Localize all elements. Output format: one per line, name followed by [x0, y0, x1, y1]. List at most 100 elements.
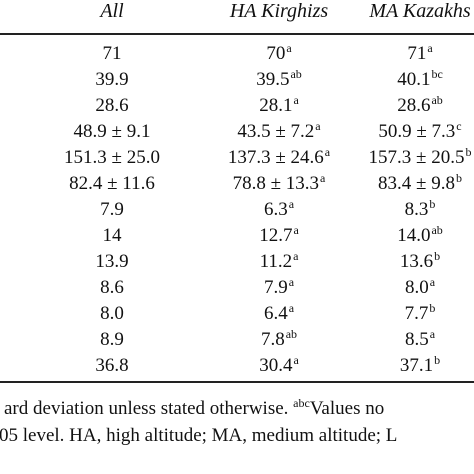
table-row: 39.9 39.5ab 40.1bc — [0, 67, 474, 93]
cell-superscript: ab — [285, 327, 298, 341]
cell-value: 37.1 — [399, 355, 434, 376]
cell-superscript: b — [429, 197, 436, 211]
cell-all: 71 — [27, 41, 197, 67]
cell-ma-kazakhs: 37.1b — [335, 353, 474, 380]
footnote-superscript: abc — [293, 397, 310, 410]
cell-all: 7.9 — [27, 197, 197, 223]
cell-superscript: a — [429, 327, 436, 341]
cell-value: 137.3 ± 24.6 — [227, 147, 324, 168]
cell-all: 36.8 — [27, 353, 197, 379]
cell-all: 39.9 — [27, 67, 197, 93]
column-header-ha-kirghizs: HA Kirghizs — [229, 0, 329, 22]
cell-ha-kirghizs: 28.1a — [194, 93, 364, 120]
cell-superscript: a — [288, 275, 295, 289]
cell-value: 71 — [407, 43, 427, 64]
cell-value: 157.3 ± 20.5 — [368, 147, 465, 168]
cell-ha-kirghizs: 7.8ab — [194, 327, 364, 354]
cell-value: 7.9 — [100, 199, 124, 220]
cell-value: 28.6 — [95, 95, 129, 116]
footnote-line-1: ard deviation unless stated otherwise. a… — [4, 397, 474, 422]
cell-value: 14.0 — [397, 225, 431, 246]
table-row: 8.6 7.9a 8.0a — [0, 275, 474, 301]
table-bottom-rule — [0, 381, 474, 383]
cell-ha-kirghizs: 6.4a — [194, 301, 364, 328]
cell-superscript: c — [456, 119, 462, 133]
cell-value: 28.6 — [397, 95, 431, 116]
cell-value: 8.0 — [100, 303, 124, 324]
cell-value: 6.4 — [263, 303, 288, 324]
footnote-line-1-suffix: Values no — [309, 398, 385, 419]
table-row: 8.0 6.4a 7.7b — [0, 301, 474, 327]
cell-superscript: a — [293, 353, 299, 367]
cell-superscript: b — [434, 249, 441, 263]
cell-value: 8.6 — [100, 277, 124, 298]
cell-value: 83.4 ± 9.8 — [378, 173, 455, 194]
table-row: 48.9 ± 9.1 43.5 ± 7.2a 50.9 ± 7.3c — [0, 119, 474, 145]
table-row: 14 12.7a 14.0ab — [0, 223, 474, 249]
cell-ma-kazakhs: 40.1bc — [335, 67, 474, 94]
cell-ha-kirghizs: 70a — [194, 41, 364, 68]
cell-ha-kirghizs: 43.5 ± 7.2a — [194, 119, 364, 146]
table-row: 71 70a 71 a — [0, 41, 474, 67]
cell-all: 82.4 ± 11.6 — [27, 171, 197, 197]
cell-value: 36.8 — [95, 355, 129, 376]
cell-value: 13.9 — [95, 251, 129, 272]
cell-superscript: a — [315, 119, 321, 133]
cell-value: 71 — [102, 43, 122, 64]
table-row: 13.9 11.2a 13.6b — [0, 249, 474, 275]
cell-value: 39.9 — [95, 69, 129, 90]
cell-superscript: a — [293, 249, 299, 263]
cell-ma-kazakhs: 8.3b — [335, 197, 474, 224]
cell-ha-kirghizs: 11.2a — [194, 249, 364, 276]
cell-ha-kirghizs: 30.4a — [194, 353, 364, 380]
cell-all: 8.9 — [27, 327, 197, 353]
table-row: 36.8 30.4a 37.1b — [0, 353, 474, 379]
cell-all: 13.9 — [27, 249, 197, 275]
cell-superscript: ab — [431, 93, 443, 107]
cell-superscript: a — [286, 41, 292, 55]
cell-value: 7.7 — [404, 303, 429, 324]
cell-superscript: a — [288, 301, 295, 315]
table-header: All HA Kirghizs MA Kazakhs — [0, 0, 474, 36]
footnote-line-2: 05 level. HA, high altitude; MA, medium … — [0, 425, 398, 446]
cell-ma-kazakhs: 28.6ab — [335, 93, 474, 120]
cell-value: 8.0 — [404, 277, 429, 298]
cell-value: 151.3 ± 25.0 — [64, 147, 160, 168]
cell-all: 8.0 — [27, 301, 197, 327]
table-row: 82.4 ± 11.6 78.8 ± 13.3a 83.4 ± 9.8b — [0, 171, 474, 197]
cell-ma-kazakhs: 14.0ab — [335, 223, 474, 250]
cell-ha-kirghizs: 7.9a — [194, 275, 364, 302]
cell-ha-kirghizs: 12.7a — [194, 223, 364, 250]
cell-value: 8.5 — [404, 329, 429, 350]
cell-superscript: ab — [431, 223, 443, 237]
cell-superscript: bc — [431, 67, 443, 81]
cell-value: 78.8 ± 13.3 — [232, 173, 320, 194]
cell-superscript: b — [429, 301, 436, 315]
cell-value: 14 — [102, 225, 122, 246]
cell-value: 7.8 — [260, 329, 285, 350]
cell-ma-kazakhs: 7.7b — [335, 301, 474, 328]
cell-superscript: a — [320, 171, 326, 185]
cell-superscript: b — [455, 171, 462, 185]
table-row: 151.3 ± 25.0 137.3 ± 24.6a 157.3 ± 20.5b — [0, 145, 474, 171]
cell-superscript: a — [288, 197, 295, 211]
cell-ma-kazakhs: 13.6b — [335, 249, 474, 276]
cell-superscript: a — [324, 145, 331, 159]
cell-all: 8.6 — [27, 275, 197, 301]
cell-superscript: a — [429, 275, 436, 289]
cell-value: 6.3 — [263, 199, 288, 220]
cell-all: 48.9 ± 9.1 — [27, 119, 197, 145]
cell-superscript: b — [434, 353, 441, 367]
cell-ma-kazakhs: 83.4 ± 9.8b — [335, 171, 474, 198]
cell-all: 28.6 — [27, 93, 197, 119]
cell-value: 7.9 — [263, 277, 288, 298]
cell-ha-kirghizs: 39.5ab — [194, 67, 364, 94]
cell-superscript: a — [293, 93, 299, 107]
cell-value: 48.9 ± 9.1 — [73, 121, 151, 142]
column-header-ma-kazakhs: MA Kazakhs — [369, 0, 471, 22]
table-row: 7.9 6.3a 8.3b — [0, 197, 474, 223]
cell-ha-kirghizs: 137.3 ± 24.6a — [194, 145, 364, 172]
table-row: 8.9 7.8ab 8.5a — [0, 327, 474, 353]
table-top-rule — [0, 33, 474, 35]
cell-value: 40.1 — [397, 69, 431, 90]
